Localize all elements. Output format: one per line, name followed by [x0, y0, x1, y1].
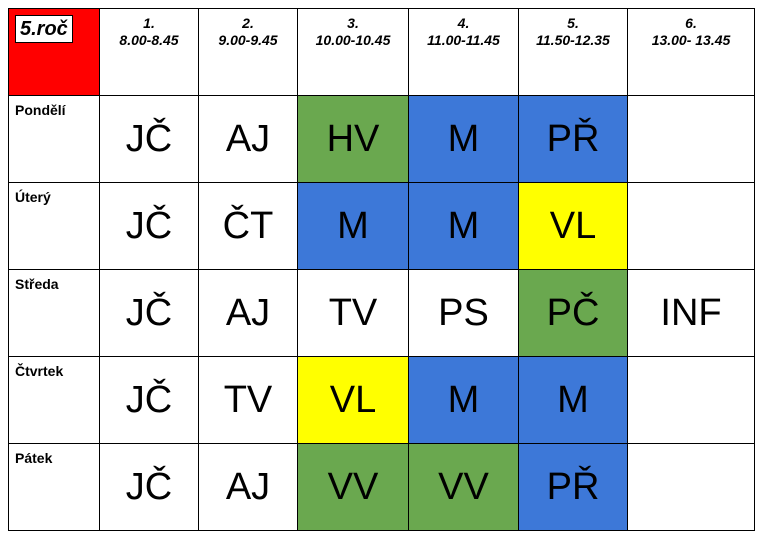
header-row: 5.roč 1. 8.00-8.45 2. 9.00-9.45 3. 10.00-10…: [8, 8, 755, 96]
lesson-cell: [627, 182, 755, 270]
period-number: 4.: [457, 15, 470, 31]
period-number: 3.: [347, 15, 359, 31]
lesson-cell: AJ: [198, 95, 298, 183]
lesson-cell: AJ: [198, 269, 298, 357]
period-time: 10.00-10.45: [315, 32, 391, 48]
lesson-cell: JČ: [99, 269, 199, 357]
period-time: 11.50-12.35: [536, 32, 610, 48]
lesson-cell: VV: [297, 443, 409, 531]
lesson-cell: [627, 356, 755, 444]
lesson-cell: VV: [408, 443, 519, 531]
lesson-cell: M: [408, 182, 519, 270]
class-corner-cell: 5.roč: [8, 8, 100, 96]
lesson-cell: VL: [518, 182, 628, 270]
period-header-5: 5. 11.50-12.35: [518, 8, 628, 96]
lesson-cell: PS: [408, 269, 519, 357]
lesson-cell: INF: [627, 269, 755, 357]
period-time: 13.00- 13.45: [651, 32, 731, 48]
lesson-cell: TV: [297, 269, 409, 357]
lesson-cell: JČ: [99, 443, 199, 531]
period-header-4: 4. 11.00-11.45: [408, 8, 519, 96]
lesson-cell: VL: [297, 356, 409, 444]
period-header-2: 2. 9.00-9.45: [198, 8, 298, 96]
timetable: 5.roč 1. 8.00-8.45 2. 9.00-9.45 3. 10.00-10…: [8, 8, 755, 531]
lesson-cell: JČ: [99, 182, 199, 270]
period-time: 8.00-8.45: [119, 32, 179, 48]
day-row-monday: Pondělí JČ AJ HV M PŘ: [8, 95, 755, 183]
period-header-3: 3. 10.00-10.45: [297, 8, 409, 96]
day-label: Středa: [8, 269, 100, 357]
period-number: 5.: [567, 15, 579, 31]
day-label: Pátek: [8, 443, 100, 531]
class-label: 5.roč: [15, 15, 73, 43]
day-row-thursday: Čtvrtek JČ TV VL M M: [8, 356, 755, 444]
period-time: 9.00-9.45: [218, 32, 278, 48]
period-number: 2.: [242, 15, 254, 31]
lesson-cell: JČ: [99, 356, 199, 444]
lesson-cell: M: [408, 356, 519, 444]
period-header-6: 6. 13.00- 13.45: [627, 8, 755, 96]
lesson-cell: M: [518, 356, 628, 444]
lesson-cell: TV: [198, 356, 298, 444]
lesson-cell: ČT: [198, 182, 298, 270]
lesson-cell: PČ: [518, 269, 628, 357]
period-number: 1.: [143, 15, 155, 31]
lesson-cell: M: [408, 95, 519, 183]
day-label: Úterý: [8, 182, 100, 270]
lesson-cell: M: [297, 182, 409, 270]
lesson-cell: [627, 95, 755, 183]
day-row-tuesday: Úterý JČ ČT M M VL: [8, 182, 755, 270]
lesson-cell: JČ: [99, 95, 199, 183]
lesson-cell: [627, 443, 755, 531]
period-time: 11.00-11.45: [427, 32, 500, 48]
period-header-1: 1. 8.00-8.45: [99, 8, 199, 96]
lesson-cell: PŘ: [518, 443, 628, 531]
lesson-cell: PŘ: [518, 95, 628, 183]
day-label: Čtvrtek: [8, 356, 100, 444]
lesson-cell: AJ: [198, 443, 298, 531]
day-row-wednesday: Středa JČ AJ TV PS PČ INF: [8, 269, 755, 357]
day-label: Pondělí: [8, 95, 100, 183]
lesson-cell: HV: [297, 95, 409, 183]
period-number: 6.: [685, 15, 697, 31]
day-row-friday: Pátek JČ AJ VV VV PŘ: [8, 443, 755, 531]
